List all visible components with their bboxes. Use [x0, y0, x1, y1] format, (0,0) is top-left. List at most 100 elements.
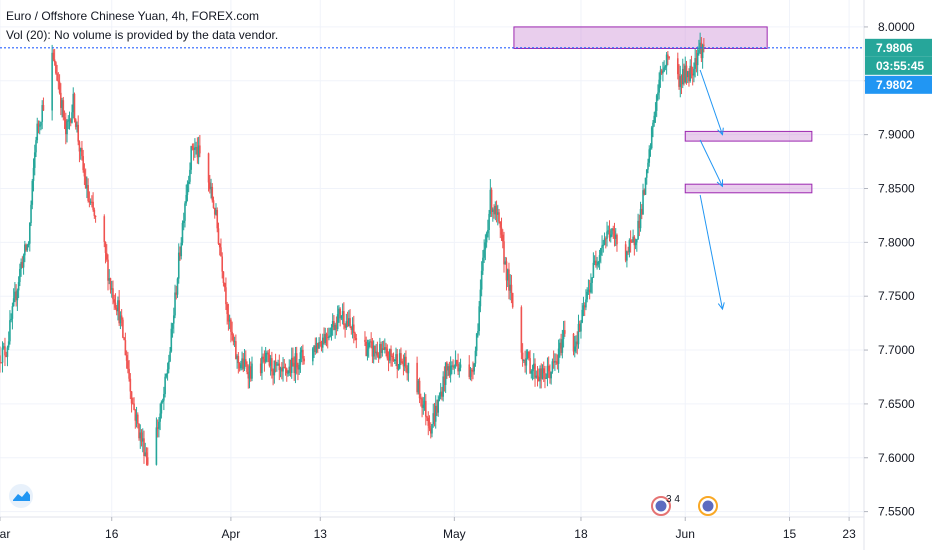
candle-body: [428, 425, 431, 429]
candle-body: [498, 212, 500, 222]
candle-body: [298, 364, 300, 370]
candle-body: [629, 240, 632, 242]
tradingview-logo[interactable]: [9, 484, 33, 508]
candle-body: [5, 355, 8, 357]
candle-body: [555, 361, 557, 363]
candle-body: [633, 236, 636, 246]
candle-body: [698, 49, 700, 53]
candle-body: [223, 283, 226, 288]
candle-body: [417, 380, 420, 393]
candle-body: [444, 362, 447, 385]
candle-body: [312, 348, 314, 362]
candle-body: [211, 186, 214, 201]
candle-body: [422, 404, 425, 408]
candle-body: [72, 93, 75, 113]
candle-body: [384, 347, 386, 350]
candle-body: [233, 341, 236, 343]
zone-rectangle[interactable]: [684, 183, 813, 194]
candle-body: [169, 351, 171, 362]
candle-body: [313, 345, 315, 349]
candle-body: [475, 333, 478, 351]
candle-body: [454, 360, 457, 367]
candle-body: [448, 366, 451, 376]
candle-body: [160, 402, 163, 414]
candle-body: [683, 68, 685, 83]
candle-body: [12, 298, 15, 307]
event-flag-icon: [655, 500, 667, 512]
candle-body: [241, 358, 243, 365]
candle-body: [536, 375, 539, 378]
candle-body: [643, 190, 646, 195]
bid-price-label-box: [865, 75, 932, 94]
candle-body: [468, 364, 471, 377]
candle-body: [416, 362, 418, 393]
candle-body: [155, 427, 158, 465]
candle-body: [429, 428, 432, 434]
candle-body: [452, 365, 454, 367]
candle-body: [174, 292, 176, 316]
candle-body: [433, 413, 436, 422]
arrow-drawings[interactable]: [699, 69, 725, 311]
candle-body: [655, 95, 658, 111]
candle-body: [123, 337, 125, 341]
candle-body: [539, 368, 541, 382]
candle-body: [473, 363, 476, 372]
candle-body: [700, 42, 703, 59]
candle-body: [340, 315, 343, 319]
candle-body: [186, 183, 189, 195]
price-tick-label: 7.8500: [878, 181, 915, 195]
candle-body: [614, 234, 617, 239]
candle-body: [284, 367, 287, 369]
candle-body: [699, 42, 701, 50]
candle-body: [278, 363, 281, 371]
candle-body: [659, 70, 662, 80]
candle-body: [17, 281, 20, 291]
candle-body: [508, 269, 510, 291]
candle-body: [344, 325, 346, 328]
candle-body: [477, 331, 479, 334]
candle-body: [283, 366, 286, 368]
candle-body: [287, 373, 289, 375]
candle-body: [262, 356, 264, 360]
rectangle-zones[interactable]: [513, 26, 813, 194]
candle-body: [130, 391, 133, 404]
zone-rectangle[interactable]: [513, 26, 768, 49]
zone-rectangle[interactable]: [684, 130, 813, 142]
event-icons[interactable]: 3 4: [651, 494, 718, 516]
candle-body: [0, 355, 1, 363]
candle-body: [400, 353, 402, 362]
candle-body: [549, 371, 551, 379]
candle-body: [222, 271, 225, 284]
time-tick-label: 15: [783, 527, 797, 541]
price-axis[interactable]: 8.00007.95007.90007.85007.80007.75007.70…: [864, 20, 915, 519]
candle-body: [382, 348, 385, 350]
candle-body: [217, 228, 220, 244]
candle-body: [28, 222, 31, 244]
candle-body: [207, 153, 210, 183]
candle-body: [195, 147, 197, 149]
candle-body: [369, 341, 371, 343]
candle-body: [25, 244, 27, 251]
candle-body: [57, 80, 60, 82]
candle-body: [418, 380, 421, 399]
candle-body: [274, 360, 277, 366]
candle-body: [94, 215, 97, 217]
candle-body: [696, 52, 699, 66]
candle-body: [577, 323, 580, 345]
candle-body: [122, 319, 124, 338]
candle-body: [320, 342, 323, 348]
candle-body: [503, 241, 505, 265]
candle-body: [580, 322, 582, 332]
last-price-label: 7.9806: [876, 41, 913, 55]
candle-body: [269, 358, 272, 366]
price-tick-label: 7.8000: [878, 235, 915, 249]
candle-body: [505, 261, 508, 281]
candle-body: [118, 300, 120, 324]
bar-countdown-label: 03:55:45: [876, 59, 924, 73]
candle-body: [81, 147, 83, 157]
time-axis[interactable]: Mar 16 Apr 13 May 18 Jun 15 23: [0, 517, 856, 541]
candle-body: [600, 248, 602, 256]
candle-body: [292, 357, 294, 363]
candle-body: [259, 363, 262, 374]
